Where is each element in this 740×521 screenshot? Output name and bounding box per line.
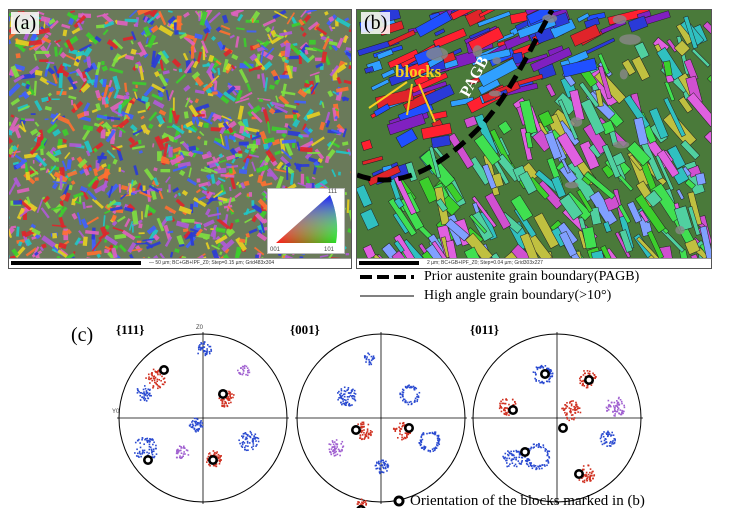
key-label-001: 001: [270, 247, 281, 253]
hagb-legend-text: High angle grain boundary(>10°): [424, 288, 612, 303]
block-orientation-marker: [351, 425, 361, 435]
ipf-triangle-icon: [276, 195, 338, 243]
key-label-111: 111: [328, 189, 338, 195]
key-label-101: 101: [324, 247, 335, 253]
boundary-legend-lines: [360, 275, 414, 297]
pf-axis-y-label: Y0: [112, 409, 120, 415]
ipf-map-b: [357, 10, 711, 268]
block-orientation-marker: [143, 455, 153, 465]
pagb-dashed-line: [357, 10, 555, 183]
block-orientation-marker: [540, 369, 550, 379]
blocks-annotation: blocks: [395, 62, 442, 81]
ring-marker-icon: [393, 495, 405, 507]
pole-figure-001: {001}: [290, 322, 472, 508]
pole-figure-plot: [471, 332, 643, 504]
marker-legend: Orientation of the blocks marked in (b): [392, 492, 645, 510]
pole-figure-111: {111} Z0 Y0: [112, 322, 294, 508]
panel-label-c: (c): [71, 324, 94, 346]
block-orientation-marker: [404, 423, 414, 433]
scale-bar-b: 2 µm; BC+GB+IPF_Z0; Step=0.04 µm; Grid30…: [357, 258, 711, 268]
pole-figure-plot: [117, 332, 289, 504]
pf-title-011: {011}: [470, 322, 500, 337]
pf-title-111: {111}: [116, 322, 145, 337]
pf-title-001: {001}: [290, 322, 320, 337]
block-orientation-marker: [159, 365, 169, 375]
annotation-overlay: [357, 10, 555, 183]
scale-text-a: — 50 µm; BC+GB+IPF_Z0; Step=0.15 µm; Gri…: [149, 260, 275, 266]
marker-legend-text: Orientation of the blocks marked in (b): [410, 492, 645, 509]
ebsd-map-a: 001 101 111 — 50 µm; BC+GB+IPF_Z0; Step=…: [8, 9, 352, 269]
block-orientation-marker: [218, 389, 228, 399]
pole-figure-plot: [295, 332, 467, 508]
block-orientation-marker: [356, 505, 366, 508]
ebsd-map-b: blocks PAGB 2 µm; BC+GB+IPF_Z0; Step=0.0…: [356, 9, 712, 269]
pf-axis-z-label: Z0: [196, 325, 204, 331]
pagb-legend-text: Prior austenite grain boundary(PAGB): [424, 269, 640, 284]
arrow-icon: [368, 81, 436, 123]
block-orientation-marker: [574, 469, 584, 479]
panel-label-b: (b): [361, 12, 391, 34]
scale-text-b: 2 µm; BC+GB+IPF_Z0; Step=0.04 µm; Grid30…: [427, 260, 543, 266]
block-orientation-marker: [508, 405, 518, 415]
block-orientation-marker: [584, 375, 594, 385]
pole-figure-011: {011}: [466, 322, 648, 508]
block-orientation-marker: [208, 455, 218, 465]
block-orientation-marker: [558, 423, 568, 433]
ipf-color-key: 001 101 111: [267, 188, 345, 254]
block-orientation-marker: [520, 447, 530, 457]
panel-label-a: (a): [11, 12, 40, 34]
scale-bar-a: — 50 µm; BC+GB+IPF_Z0; Step=0.15 µm; Gri…: [9, 258, 351, 268]
